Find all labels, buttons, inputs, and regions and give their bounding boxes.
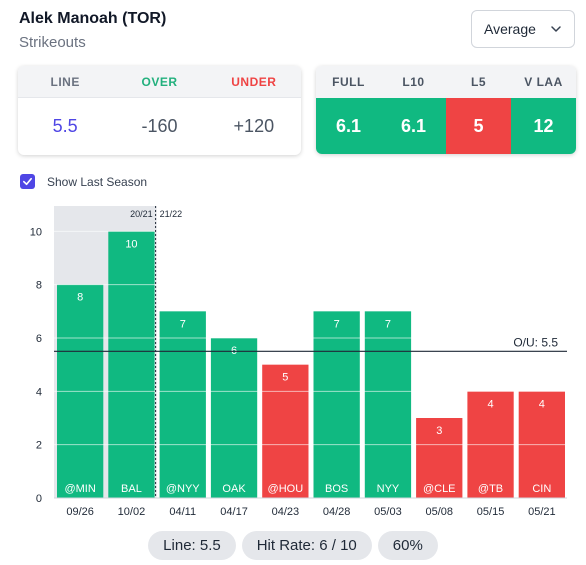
x-tick-label: 05/15: [477, 506, 505, 518]
header: Alek Manoah (TOR) Strikeouts: [19, 10, 166, 51]
hit-rate-pill: Hit Rate: 6 / 10: [241, 531, 372, 560]
opponent-label: @TB: [478, 483, 503, 495]
bar-04-28: [313, 311, 360, 498]
x-tick-label: 09/26: [66, 506, 94, 518]
season-label-previous: 20/21: [130, 209, 153, 219]
bar-value-label: 8: [77, 292, 83, 304]
x-tick-label: 05/08: [425, 506, 453, 518]
x-tick-label: 04/17: [220, 506, 248, 518]
ou-line-label: O/U: 5.5: [513, 335, 558, 349]
x-tick-label: 05/21: [528, 506, 556, 518]
split-card: FULL L10 L5 V LAA 6.1 6.1 5 12: [316, 66, 576, 154]
x-tick-label: 10/02: [118, 506, 146, 518]
line-card-values: 5.5 -160 +120: [18, 98, 301, 155]
bar-value-label: 10: [125, 238, 137, 250]
bar-value-label: 7: [180, 318, 186, 330]
over-odds: -160: [141, 116, 178, 136]
bar-value-label: 5: [282, 372, 288, 384]
bar-04-17: [210, 338, 258, 498]
x-tick-label: 05/03: [374, 506, 402, 518]
opponent-label: BAL: [121, 483, 142, 495]
bar-10-02: [108, 231, 155, 499]
line-pill: Line: 5.5: [148, 531, 236, 560]
x-tick-label: 04/11: [169, 506, 196, 518]
bar-04-23: [262, 364, 309, 498]
under-odds: +120: [233, 116, 275, 136]
show-last-season-toggle[interactable]: Show Last Season: [20, 174, 147, 189]
opponent-label: @MIN: [64, 483, 95, 495]
bar-04-11: [159, 311, 206, 498]
strikeouts-bar-chart: 02468108@MIN09/2610BAL10/027@NYY04/116OA…: [30, 206, 567, 518]
split-card-values: 6.1 6.1 5 12: [316, 98, 576, 154]
bar-value-label: 7: [334, 318, 340, 330]
y-tick-label: 10: [30, 226, 42, 238]
split-value-l5: 5: [446, 98, 511, 154]
average-select[interactable]: Average: [471, 10, 575, 48]
split-header-full: FULL: [332, 75, 365, 89]
bar-05-08: [416, 418, 463, 498]
split-value-full: 6.1: [316, 98, 381, 154]
split-header-vs-laa: V LAA: [524, 75, 563, 89]
under-header: UNDER: [231, 74, 277, 89]
split-header-l5: L5: [470, 75, 486, 89]
opponent-label: @CLE: [423, 483, 456, 495]
y-tick-label: 8: [36, 280, 42, 292]
y-tick-label: 6: [36, 333, 42, 345]
show-last-season-label: Show Last Season: [47, 174, 148, 189]
stat-type: Strikeouts: [19, 34, 86, 51]
bar-value-label: 4: [539, 398, 545, 410]
bar-05-03: [364, 311, 412, 498]
opponent-label: @HOU: [268, 483, 304, 495]
over-header: OVER: [141, 74, 178, 89]
opponent-label: BOS: [325, 483, 348, 495]
opponent-label: @NYY: [166, 483, 200, 495]
x-tick-label: 04/23: [272, 506, 300, 518]
x-tick-label: 04/28: [323, 506, 351, 518]
season-label-current: 21/22: [160, 209, 183, 219]
checkmark-icon: [23, 177, 32, 186]
opponent-label: CIN: [532, 483, 551, 495]
line-card: LINE OVER UNDER 5.5 -160 +120: [18, 66, 301, 155]
opponent-label: OAK: [222, 483, 246, 495]
line-header: LINE: [50, 74, 80, 89]
chevron-down-icon: [551, 26, 561, 32]
bar-value-label: 3: [436, 425, 442, 437]
show-last-season-checkbox[interactable]: [20, 174, 35, 189]
summary-pills: Line: 5.5 Hit Rate: 6 / 10 60%: [0, 531, 586, 560]
player-name: Alek Manoah (TOR): [19, 10, 167, 27]
opponent-label: NYY: [377, 483, 400, 495]
split-value-vs-laa: 12: [511, 98, 576, 154]
bar-value-label: 7: [385, 318, 391, 330]
split-value-l10: 6.1: [381, 98, 446, 154]
y-tick-label: 0: [36, 493, 42, 505]
y-tick-label: 2: [36, 440, 42, 452]
y-tick-label: 4: [36, 386, 42, 398]
hit-percent-pill: 60%: [377, 531, 438, 560]
average-select-value: Average: [484, 21, 536, 37]
split-header-l10: L10: [402, 75, 425, 89]
line-card-header: LINE OVER UNDER: [18, 66, 301, 98]
line-value: 5.5: [52, 116, 78, 136]
bar-value-label: 4: [487, 398, 493, 410]
split-card-header: FULL L10 L5 V LAA: [316, 66, 576, 98]
